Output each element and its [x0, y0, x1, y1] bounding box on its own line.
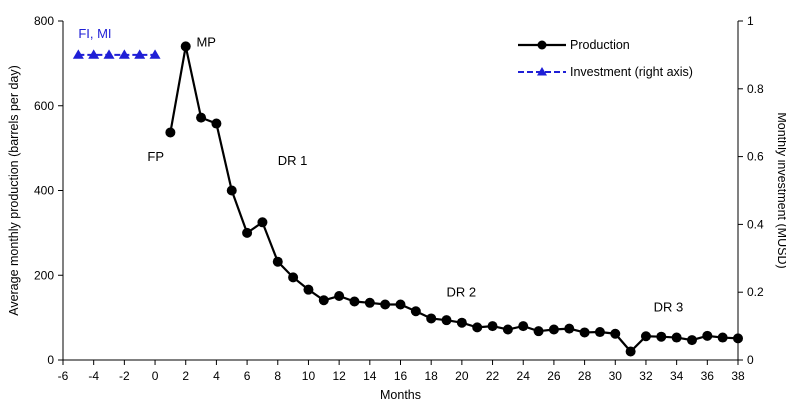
production-point: [196, 112, 207, 123]
x-tick-label: -6: [58, 369, 69, 383]
x-tick-label: 2: [182, 369, 189, 383]
x-tick-label: 38: [731, 369, 745, 383]
y2-tick-label: 0.4: [747, 217, 764, 231]
y2-tick-label: 0.6: [747, 150, 764, 164]
production-point: [610, 328, 621, 339]
production-point: [257, 217, 268, 228]
production-point: [671, 332, 682, 343]
production-point: [579, 327, 590, 338]
production-point: [180, 41, 191, 52]
production-point: [226, 185, 237, 196]
production-point: [518, 321, 529, 332]
production-point: [548, 324, 559, 335]
x-tick-label: -2: [119, 369, 130, 383]
production-point: [456, 317, 467, 328]
production-point: [426, 313, 437, 324]
x-tick-label: 36: [701, 369, 715, 383]
legend-entry-investment: Investment (right axis): [570, 65, 693, 79]
production-point: [380, 299, 391, 310]
x-tick-label: 22: [486, 369, 500, 383]
x-tick-label: 30: [609, 369, 623, 383]
legend-entry-production: Production: [570, 38, 630, 52]
legend: Production Investment (right axis): [518, 38, 693, 79]
production-point: [211, 118, 222, 129]
production-point: [656, 331, 667, 342]
production-point: [702, 330, 713, 341]
production-point: [165, 127, 176, 138]
production-point: [717, 332, 728, 343]
x-tick-label: 18: [425, 369, 439, 383]
production-point: [395, 299, 406, 310]
production-point: [533, 326, 544, 337]
production-point: [594, 327, 605, 338]
x-tick-label: 26: [547, 369, 561, 383]
production-point: [640, 331, 651, 342]
production-point: [272, 256, 283, 267]
annotation-label: FI, MI: [78, 26, 111, 41]
production-point: [303, 284, 314, 295]
x-tick-label: -4: [88, 369, 99, 383]
y2-tick-label: 0: [747, 353, 754, 367]
y-tick-label: 600: [34, 99, 54, 113]
legend-marker-investment: [537, 67, 547, 76]
annotation-label: MP: [196, 34, 216, 49]
x-tick-label: 34: [670, 369, 684, 383]
y2-tick-label: 1: [747, 14, 754, 28]
production-point: [441, 315, 452, 326]
x-tick-label: 28: [578, 369, 592, 383]
annotation-label: DR 3: [654, 299, 684, 314]
x-tick-label: 10: [302, 369, 316, 383]
production-point: [625, 346, 636, 357]
production-point: [288, 272, 299, 283]
investment-point: [118, 49, 130, 59]
production-point: [472, 322, 483, 333]
investment-point: [134, 49, 146, 59]
investment-point: [103, 49, 115, 59]
production-point: [364, 297, 375, 308]
production-point: [564, 323, 575, 334]
production-point: [318, 295, 329, 306]
x-tick-label: 32: [639, 369, 653, 383]
y2-axis-label: Monthly investment (MUSD): [775, 112, 786, 268]
annotation-label: FP: [147, 149, 164, 164]
production-point: [334, 291, 345, 302]
y2-tick-label: 0.8: [747, 82, 764, 96]
y-tick-label: 400: [34, 184, 54, 198]
annotation-label: DR 1: [278, 153, 308, 168]
y-tick-label: 200: [34, 268, 54, 282]
production-point: [733, 333, 743, 344]
x-tick-label: 14: [363, 369, 377, 383]
x-tick-label: 6: [244, 369, 251, 383]
x-tick-label: 24: [517, 369, 531, 383]
x-tick-label: 16: [394, 369, 408, 383]
production-point: [487, 321, 498, 332]
production-point: [502, 324, 513, 335]
ticks: -6 -4 -2 0 2 4 6 8 10 12 14 16 18 20 22 24 26 28 30 32 34 36 3…: [34, 14, 764, 383]
x-tick-label: 12: [332, 369, 346, 383]
y-tick-label: 800: [34, 14, 54, 28]
investment-point: [72, 49, 84, 59]
production-point: [686, 335, 697, 346]
annotation-label: DR 2: [447, 284, 477, 299]
investment-point: [149, 49, 161, 59]
x-tick-label: 0: [152, 369, 159, 383]
y-axis-label: Average monthly production (barrels per …: [7, 65, 21, 316]
x-tick-label: 4: [213, 369, 220, 383]
y2-tick-label: 0.2: [747, 285, 764, 299]
production-point: [349, 296, 360, 307]
x-tick-label: 8: [274, 369, 281, 383]
production-point: [242, 227, 253, 238]
x-tick-label: 20: [455, 369, 469, 383]
legend-marker-production: [537, 40, 547, 50]
annotations: FI, MI MP FP DR 1 DR 2 DR 3: [78, 26, 683, 314]
production-point: [410, 306, 421, 317]
y-tick-label: 0: [47, 353, 54, 367]
series-layer: [72, 41, 743, 357]
x-axis-label: Months: [380, 388, 421, 402]
investment-point: [88, 49, 100, 59]
